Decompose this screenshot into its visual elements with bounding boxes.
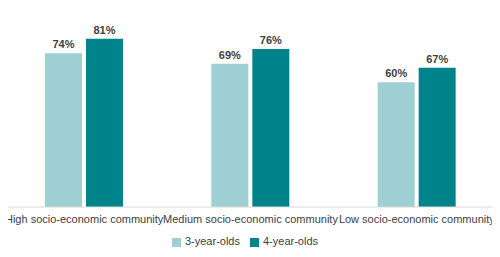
svg-text:76%: 76%: [260, 34, 282, 46]
svg-text:Low socio-economic community: Low socio-economic community: [339, 213, 492, 225]
svg-text:69%: 69%: [219, 49, 241, 61]
svg-text:High socio-economic community: High socio-economic community: [8, 213, 164, 225]
svg-text:81%: 81%: [93, 24, 115, 36]
html-text:4-year-olds: 4-year-olds: [263, 235, 318, 247]
svg-text:60%: 60%: [385, 67, 407, 79]
svg-text:67%: 67%: [426, 53, 448, 65]
svg-text:74%: 74%: [52, 38, 74, 50]
svg-text:Medium socio-economic communit: Medium socio-economic community: [163, 213, 338, 225]
html-text:3-year-olds: 3-year-olds: [185, 235, 240, 247]
